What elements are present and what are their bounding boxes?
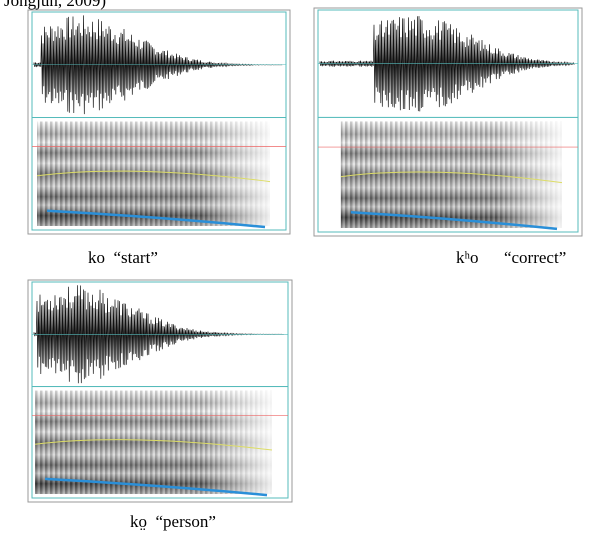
- formant-track: [340, 171, 563, 184]
- citation: Jongjun, 2009): [4, 0, 106, 10]
- fade: [37, 121, 270, 226]
- formant-track: [37, 170, 271, 183]
- pitch-track: [47, 209, 266, 229]
- pitch-track: [45, 477, 268, 497]
- fade: [340, 121, 562, 228]
- spectrogram-panel: [27, 9, 291, 235]
- formant-track: [35, 439, 273, 451]
- spectrogram-panel: [27, 279, 293, 503]
- fade: [35, 390, 273, 494]
- figure-caption: kʰo “correct”: [456, 248, 567, 267]
- waveform: [319, 16, 575, 112]
- pitch-track: [350, 211, 558, 231]
- figure-caption: ko “start”: [88, 248, 158, 267]
- figure-caption: ko̤ “person”: [130, 512, 216, 531]
- spectrogram-panel: [313, 7, 583, 237]
